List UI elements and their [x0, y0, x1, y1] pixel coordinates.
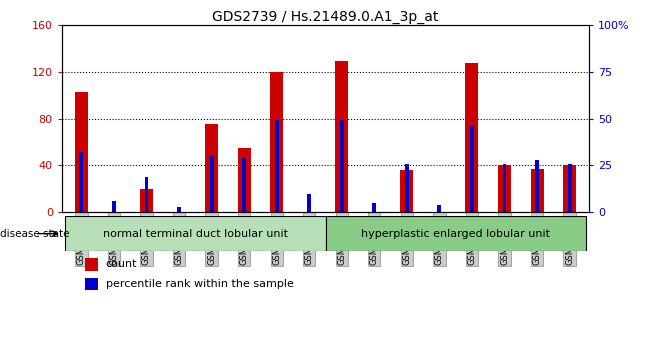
Bar	[85, 278, 98, 290]
Bar	[340, 120, 344, 212]
Bar	[177, 207, 181, 212]
Text: percentile rank within the sample: percentile rank within the sample	[105, 279, 294, 289]
Bar	[140, 189, 153, 212]
Bar	[568, 164, 572, 212]
Bar	[503, 164, 506, 212]
Bar	[531, 169, 544, 212]
Bar	[275, 120, 279, 212]
Bar	[112, 201, 116, 212]
Bar	[335, 61, 348, 212]
Bar	[437, 205, 441, 212]
Bar	[535, 160, 539, 212]
Bar	[400, 170, 413, 212]
Text: hyperplastic enlarged lobular unit: hyperplastic enlarged lobular unit	[361, 229, 550, 239]
FancyBboxPatch shape	[65, 216, 326, 251]
Bar	[85, 258, 98, 271]
Bar	[498, 165, 511, 212]
Bar	[563, 165, 576, 212]
Bar	[270, 72, 283, 212]
Bar	[307, 194, 311, 212]
FancyBboxPatch shape	[326, 216, 586, 251]
Bar	[238, 148, 251, 212]
Bar	[242, 158, 246, 212]
Text: count: count	[105, 259, 137, 269]
Bar	[145, 177, 148, 212]
Bar	[205, 125, 218, 212]
Text: normal terminal duct lobular unit: normal terminal duct lobular unit	[103, 229, 288, 239]
Bar	[465, 63, 478, 212]
Title: GDS2739 / Hs.21489.0.A1_3p_at: GDS2739 / Hs.21489.0.A1_3p_at	[212, 10, 439, 24]
Bar	[79, 152, 83, 212]
Bar	[470, 126, 474, 212]
Text: disease state: disease state	[0, 229, 70, 239]
Bar	[372, 203, 376, 212]
Bar	[210, 156, 214, 212]
Bar	[75, 92, 88, 212]
Bar	[405, 164, 409, 212]
